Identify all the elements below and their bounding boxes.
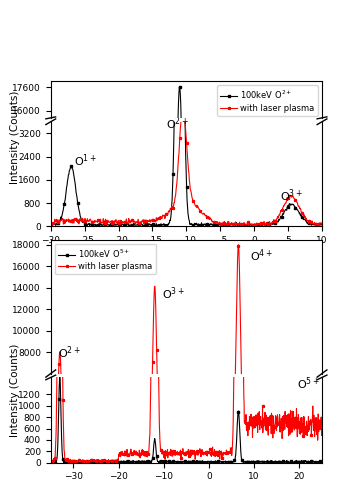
Text: O$^{2+}$: O$^{2+}$ <box>166 116 189 132</box>
Text: O$^{5+}$: O$^{5+}$ <box>297 375 320 392</box>
Y-axis label: Intensity (Counts): Intensity (Counts) <box>9 343 20 437</box>
Text: O$^{4+}$: O$^{4+}$ <box>250 248 273 264</box>
Text: O$^{3+}$: O$^{3+}$ <box>161 285 184 302</box>
Text: O$^{3+}$: O$^{3+}$ <box>280 187 303 204</box>
Text: O$^{2+}$: O$^{2+}$ <box>57 344 80 361</box>
Legend: 100keV O$^{2+}$, with laser plasma: 100keV O$^{2+}$, with laser plasma <box>217 86 318 116</box>
X-axis label: Position (mm): Position (mm) <box>150 251 223 261</box>
Text: O$^{1+}$: O$^{1+}$ <box>75 152 97 169</box>
Legend: 100keV O$^{5+}$, with laser plasma: 100keV O$^{5+}$, with laser plasma <box>55 244 156 274</box>
Y-axis label: Intensity (Counts): Intensity (Counts) <box>9 91 20 184</box>
